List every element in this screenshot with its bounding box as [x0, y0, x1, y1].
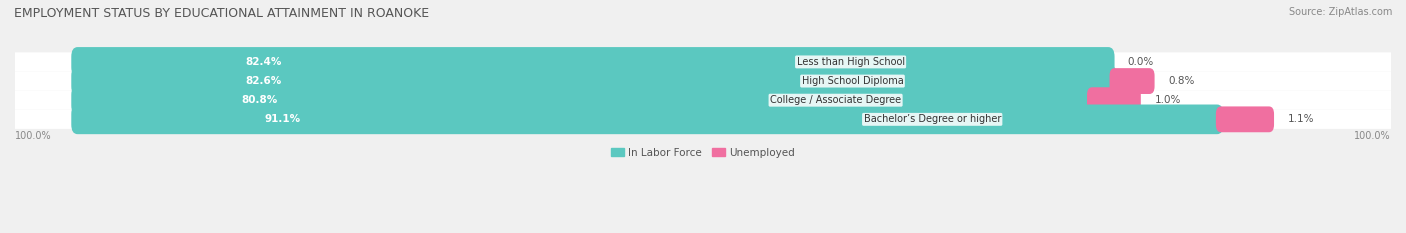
Text: High School Diploma: High School Diploma: [801, 76, 904, 86]
Text: 100.0%: 100.0%: [1354, 131, 1391, 141]
Text: 82.4%: 82.4%: [245, 57, 281, 67]
Legend: In Labor Force, Unemployed: In Labor Force, Unemployed: [607, 144, 799, 162]
Text: 82.6%: 82.6%: [246, 76, 281, 86]
FancyBboxPatch shape: [1087, 87, 1140, 113]
FancyBboxPatch shape: [72, 47, 1115, 77]
Text: Source: ZipAtlas.com: Source: ZipAtlas.com: [1288, 7, 1392, 17]
FancyBboxPatch shape: [15, 72, 1391, 91]
Text: Bachelor’s Degree or higher: Bachelor’s Degree or higher: [863, 114, 1001, 124]
Text: Less than High School: Less than High School: [797, 57, 904, 67]
Text: 0.0%: 0.0%: [1128, 57, 1153, 67]
Text: EMPLOYMENT STATUS BY EDUCATIONAL ATTAINMENT IN ROANOKE: EMPLOYMENT STATUS BY EDUCATIONAL ATTAINM…: [14, 7, 429, 20]
Text: 1.1%: 1.1%: [1288, 114, 1315, 124]
Text: 100.0%: 100.0%: [15, 131, 52, 141]
FancyBboxPatch shape: [1216, 106, 1274, 132]
FancyBboxPatch shape: [72, 85, 1094, 115]
FancyBboxPatch shape: [72, 105, 1223, 134]
FancyBboxPatch shape: [15, 52, 1391, 72]
Text: 0.8%: 0.8%: [1168, 76, 1195, 86]
FancyBboxPatch shape: [72, 66, 1116, 96]
Text: 80.8%: 80.8%: [242, 95, 277, 105]
Text: 1.0%: 1.0%: [1154, 95, 1181, 105]
FancyBboxPatch shape: [1109, 68, 1154, 94]
FancyBboxPatch shape: [15, 110, 1391, 129]
Text: 91.1%: 91.1%: [264, 114, 301, 124]
FancyBboxPatch shape: [15, 91, 1391, 110]
Text: College / Associate Degree: College / Associate Degree: [770, 95, 901, 105]
